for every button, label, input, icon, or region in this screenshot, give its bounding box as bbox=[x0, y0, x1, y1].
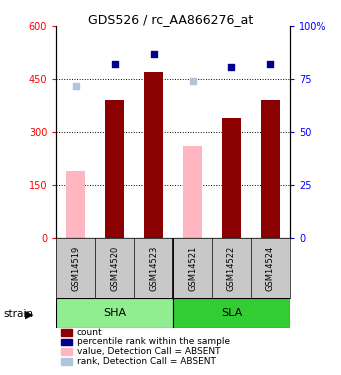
Text: value, Detection Call = ABSENT: value, Detection Call = ABSENT bbox=[77, 347, 220, 356]
Text: percentile rank within the sample: percentile rank within the sample bbox=[77, 338, 230, 346]
Bar bbox=[222, 118, 241, 238]
Point bbox=[190, 78, 195, 84]
Point bbox=[151, 51, 156, 57]
Text: GSM14522: GSM14522 bbox=[227, 246, 236, 291]
Text: SHA: SHA bbox=[103, 308, 126, 318]
Text: SLA: SLA bbox=[221, 308, 242, 318]
Text: GSM14519: GSM14519 bbox=[71, 246, 80, 291]
Text: GSM14521: GSM14521 bbox=[188, 246, 197, 291]
Bar bbox=[105, 100, 124, 238]
Text: GDS526 / rc_AA866276_at: GDS526 / rc_AA866276_at bbox=[88, 13, 253, 26]
Bar bbox=[183, 146, 202, 238]
Text: ▶: ▶ bbox=[25, 310, 33, 320]
Text: strain: strain bbox=[3, 309, 33, 319]
Text: rank, Detection Call = ABSENT: rank, Detection Call = ABSENT bbox=[77, 357, 216, 366]
Text: GSM14523: GSM14523 bbox=[149, 246, 158, 291]
Point bbox=[229, 63, 234, 69]
Bar bbox=[66, 171, 86, 238]
Point bbox=[112, 62, 117, 68]
Bar bbox=[144, 72, 163, 238]
Text: GSM14520: GSM14520 bbox=[110, 246, 119, 291]
Text: GSM14524: GSM14524 bbox=[266, 246, 275, 291]
Bar bbox=[261, 100, 280, 238]
Point bbox=[268, 62, 273, 68]
Text: count: count bbox=[77, 328, 102, 337]
FancyBboxPatch shape bbox=[173, 298, 290, 328]
Point bbox=[73, 82, 78, 88]
FancyBboxPatch shape bbox=[56, 298, 173, 328]
